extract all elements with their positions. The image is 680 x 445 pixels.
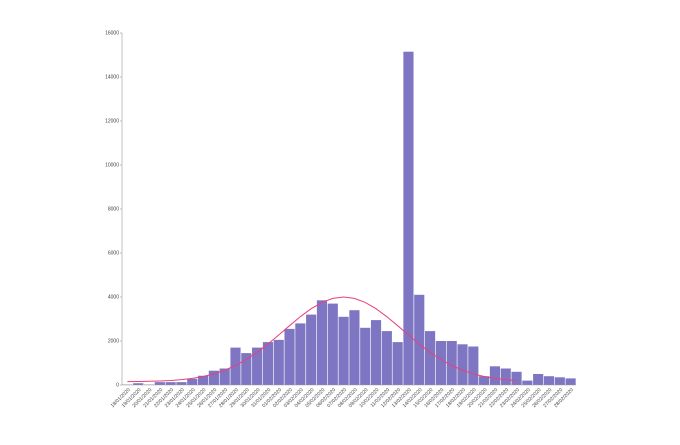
bar xyxy=(501,369,511,386)
y-tick-label: 6000 xyxy=(108,250,119,256)
bar xyxy=(155,382,165,385)
bar xyxy=(349,310,359,385)
bar xyxy=(425,331,435,385)
bar xyxy=(393,342,403,385)
bar xyxy=(382,331,392,385)
bar xyxy=(263,342,273,385)
bar xyxy=(328,304,338,385)
bar xyxy=(544,376,554,385)
bar xyxy=(230,348,240,385)
bar xyxy=(436,341,446,385)
y-tick-label: 8000 xyxy=(108,206,119,212)
bar xyxy=(284,329,294,385)
bar xyxy=(252,348,262,385)
y-tick-label: 0 xyxy=(116,382,119,388)
bar xyxy=(176,382,186,385)
bar xyxy=(533,374,543,385)
y-tick-label: 2000 xyxy=(108,338,119,344)
bar xyxy=(360,328,370,385)
bar xyxy=(468,347,478,386)
y-tick-label: 16000 xyxy=(105,30,119,36)
bar xyxy=(371,320,381,385)
bar xyxy=(295,323,305,385)
bar xyxy=(339,317,349,385)
bar xyxy=(414,295,424,385)
bar xyxy=(490,366,500,385)
bar xyxy=(566,378,576,385)
bar xyxy=(522,381,532,385)
y-tick-label: 12000 xyxy=(105,118,119,124)
bar xyxy=(241,353,251,385)
y-tick-label: 4000 xyxy=(108,294,119,300)
y-tick-label: 14000 xyxy=(105,74,119,80)
bar xyxy=(274,340,284,385)
bar xyxy=(187,379,197,385)
bar xyxy=(555,377,565,385)
bar xyxy=(317,300,327,385)
bar xyxy=(457,344,467,385)
bar xyxy=(511,372,521,385)
y-tick-label: 10000 xyxy=(105,162,119,168)
bar xyxy=(306,315,316,385)
bar xyxy=(166,382,176,385)
